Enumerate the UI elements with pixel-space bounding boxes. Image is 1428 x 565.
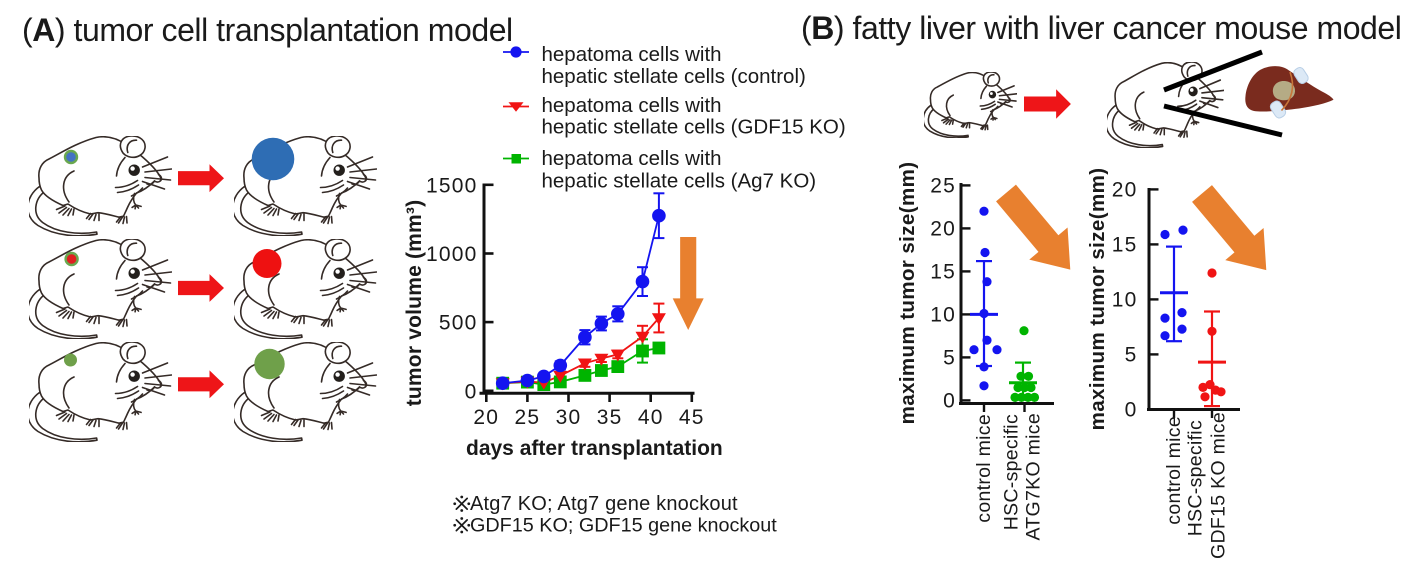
svg-text:0: 0 <box>465 380 478 403</box>
svg-text:hepatoma cells with: hepatoma cells with <box>542 94 722 117</box>
svg-text:10: 10 <box>1112 288 1138 311</box>
svg-text:20: 20 <box>930 217 956 240</box>
svg-text:15: 15 <box>930 260 956 283</box>
svg-text:25: 25 <box>930 174 956 197</box>
svg-text:10: 10 <box>930 303 956 326</box>
svg-text:(B) fatty liver with liver can: (B) fatty liver with liver cancer mouse … <box>801 10 1401 46</box>
svg-text:1500: 1500 <box>426 174 478 197</box>
svg-text:20: 20 <box>1112 178 1138 201</box>
svg-text:15: 15 <box>1112 233 1138 256</box>
svg-text:Atg7 KO; Atg7 gene knockout: Atg7 KO; Atg7 gene knockout <box>470 493 738 515</box>
svg-text:5: 5 <box>943 346 956 369</box>
svg-text:hepatoma cells with: hepatoma cells with <box>542 43 722 66</box>
svg-text:HSC-specific: HSC-specific <box>1001 414 1023 530</box>
svg-text:0: 0 <box>943 389 956 412</box>
svg-text:HSC-specific: HSC-specific <box>1185 420 1207 536</box>
svg-text:hepatoma cells with: hepatoma cells with <box>542 147 722 170</box>
svg-text:GDF15 KO mice: GDF15 KO mice <box>1208 412 1230 559</box>
svg-text:maximum tumor size(mm): maximum tumor size(mm) <box>896 162 919 425</box>
svg-text:maximum tumor size(mm): maximum tumor size(mm) <box>1086 168 1109 431</box>
svg-text:20: 20 <box>473 406 499 429</box>
svg-text:hepatic stellate cells (contro: hepatic stellate cells (control) <box>542 65 806 88</box>
svg-text:500: 500 <box>439 312 478 335</box>
svg-text:0: 0 <box>1125 398 1138 421</box>
svg-text:35: 35 <box>597 406 623 429</box>
svg-text:25: 25 <box>515 406 541 429</box>
svg-text:30: 30 <box>556 406 582 429</box>
svg-text:control mice: control mice <box>1163 416 1185 525</box>
svg-text:tumor volume (mm³): tumor volume (mm³) <box>403 200 426 407</box>
svg-text:control mice: control mice <box>973 414 995 523</box>
svg-text:5: 5 <box>1125 343 1138 366</box>
svg-text:hepatic stellate cells (Ag7 KO: hepatic stellate cells (Ag7 KO) <box>542 170 817 193</box>
svg-text:hepatic stellate cells (GDF15: hepatic stellate cells (GDF15 KO) <box>542 116 846 139</box>
svg-text:(A) tumor cell transplantation: (A) tumor cell transplantation model <box>22 12 513 48</box>
svg-text:GDF15 KO; GDF15 gene knockout: GDF15 KO; GDF15 gene knockout <box>470 514 777 536</box>
svg-text:days after transplantation: days after transplantation <box>466 437 723 460</box>
svg-text:1000: 1000 <box>426 243 478 266</box>
svg-text:ATG7KO mice: ATG7KO mice <box>1023 413 1045 541</box>
svg-text:40: 40 <box>638 406 664 429</box>
svg-text:45: 45 <box>679 406 705 429</box>
